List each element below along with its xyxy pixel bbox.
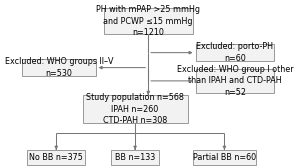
Text: No BB n=375: No BB n=375 [29,153,83,162]
FancyBboxPatch shape [103,8,193,34]
FancyBboxPatch shape [22,59,96,76]
Text: Study population n=568
IPAH n=260
CTD-PAH n=308: Study population n=568 IPAH n=260 CTD-PA… [86,93,184,125]
FancyBboxPatch shape [82,95,188,123]
FancyBboxPatch shape [27,150,85,165]
FancyBboxPatch shape [196,44,274,61]
Text: Excluded: WHO group I other
than IPAH and CTD-PAH
n=52: Excluded: WHO group I other than IPAH an… [177,65,293,97]
FancyBboxPatch shape [111,150,159,165]
Text: Excluded: WHO groups II–V
n=530: Excluded: WHO groups II–V n=530 [4,57,113,78]
Text: BB n=133: BB n=133 [115,153,155,162]
Text: PH with mPAP >25 mmHg
and PCWP ≤15 mmHg
n=1210: PH with mPAP >25 mmHg and PCWP ≤15 mmHg … [96,5,200,37]
Text: Excluded: porto-PH
n=60: Excluded: porto-PH n=60 [196,42,273,63]
Text: Partial BB n=60: Partial BB n=60 [193,153,256,162]
FancyBboxPatch shape [196,69,274,93]
FancyBboxPatch shape [193,150,256,165]
